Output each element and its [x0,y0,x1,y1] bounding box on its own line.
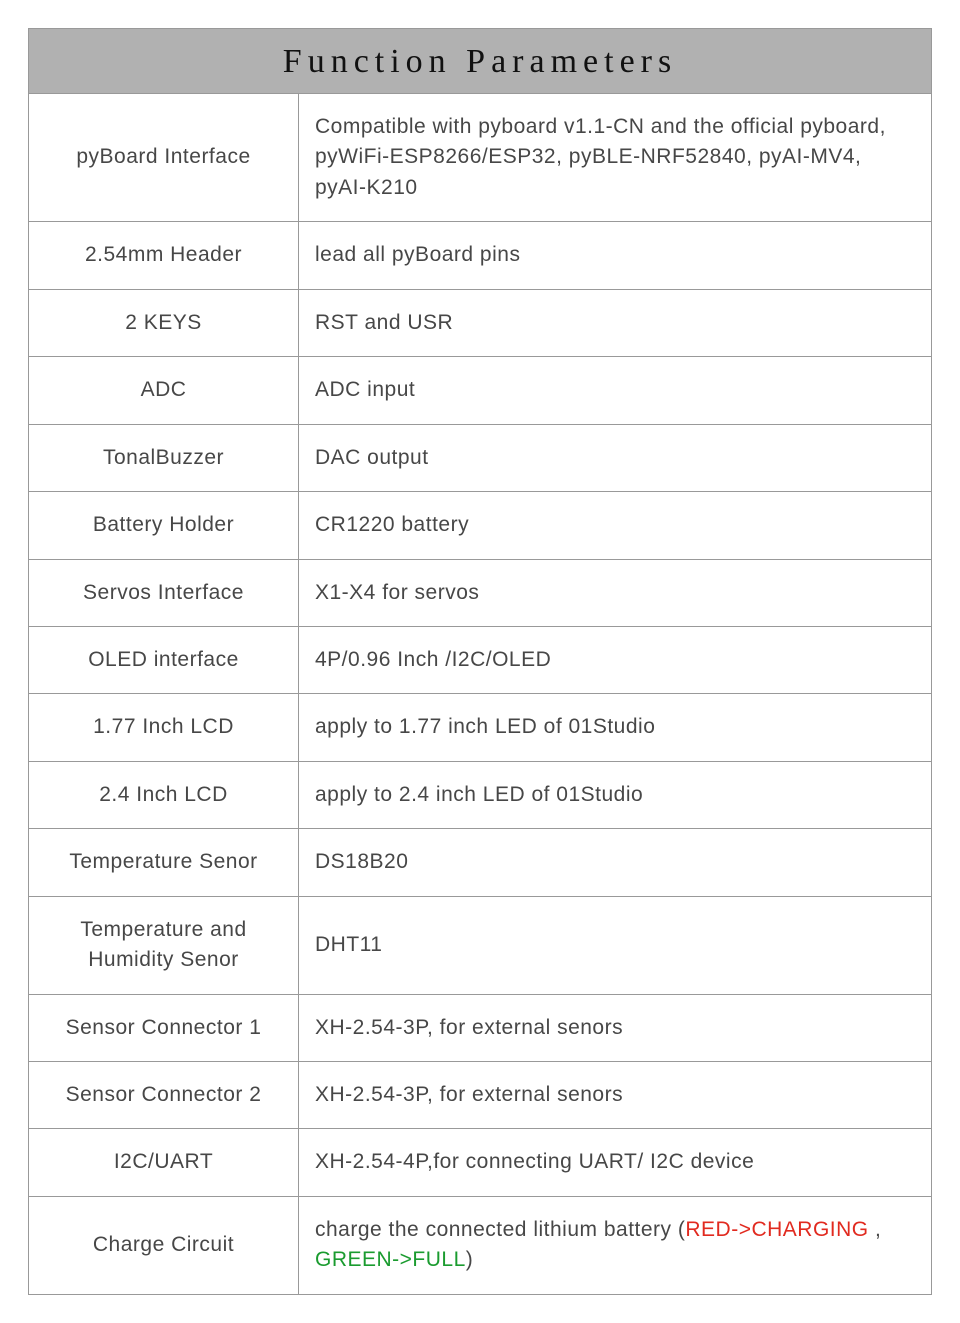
param-value: XH-2.54-3P, for external senors [299,1062,932,1129]
param-label: Battery Holder [29,492,299,559]
table-row: TonalBuzzer DAC output [29,424,932,491]
param-value: XH-2.54-4P,for connecting UART/ I2C devi… [299,1129,932,1196]
table-title: Function Parameters [29,29,932,94]
param-label: Sensor Connector 1 [29,994,299,1061]
table-row: Servos Interface X1-X4 for servos [29,559,932,626]
param-value: ADC input [299,357,932,424]
param-value: DS18B20 [299,829,932,896]
param-label: 1.77 Inch LCD [29,694,299,761]
table-row: 2.4 Inch LCD apply to 2.4 inch LED of 01… [29,761,932,828]
param-label: I2C/UART [29,1129,299,1196]
param-label: Charge Circuit [29,1196,299,1294]
param-value: X1-X4 for servos [299,559,932,626]
table-row: Battery Holder CR1220 battery [29,492,932,559]
param-label: 2.54mm Header [29,222,299,289]
table-row: 2 KEYS RST and USR [29,289,932,356]
function-parameters-table: Function Parameters pyBoard Interface Co… [28,28,932,1295]
param-label: Servos Interface [29,559,299,626]
param-value: Compatible with pyboard v1.1-CN and the … [299,94,932,222]
param-value: lead all pyBoard pins [299,222,932,289]
param-value: DHT11 [299,896,932,994]
param-value: CR1220 battery [299,492,932,559]
charge-text-mid: , [869,1218,882,1241]
param-value: charge the connected lithium battery (RE… [299,1196,932,1294]
param-label: Sensor Connector 2 [29,1062,299,1129]
param-value: apply to 2.4 inch LED of 01Studio [299,761,932,828]
charge-text-prefix: charge the connected lithium battery ( [315,1218,685,1241]
table-row: pyBoard Interface Compatible with pyboar… [29,94,932,222]
table-row: Temperature and Humidity Senor DHT11 [29,896,932,994]
table-row: Sensor Connector 2 XH-2.54-3P, for exter… [29,1062,932,1129]
table-row: Sensor Connector 1 XH-2.54-3P, for exter… [29,994,932,1061]
param-label: 2 KEYS [29,289,299,356]
table-row: ADC ADC input [29,357,932,424]
param-label: 2.4 Inch LCD [29,761,299,828]
table-row: I2C/UART XH-2.54-4P,for connecting UART/… [29,1129,932,1196]
table-row: Temperature Senor DS18B20 [29,829,932,896]
charge-status-green: GREEN->FULL [315,1248,466,1271]
param-label: pyBoard Interface [29,94,299,222]
table-row: 1.77 Inch LCD apply to 1.77 inch LED of … [29,694,932,761]
param-value: apply to 1.77 inch LED of 01Studio [299,694,932,761]
param-label: Temperature and Humidity Senor [29,896,299,994]
charge-status-red: RED->CHARGING [685,1218,868,1241]
table-row: OLED interface 4P/0.96 Inch /I2C/OLED [29,626,932,693]
table-row: 2.54mm Header lead all pyBoard pins [29,222,932,289]
param-value: 4P/0.96 Inch /I2C/OLED [299,626,932,693]
page: Function Parameters pyBoard Interface Co… [0,0,960,1323]
charge-text-suffix: ) [466,1248,474,1271]
param-label: TonalBuzzer [29,424,299,491]
param-value: XH-2.54-3P, for external senors [299,994,932,1061]
param-label: ADC [29,357,299,424]
table-row: Charge Circuit charge the connected lith… [29,1196,932,1294]
param-label: OLED interface [29,626,299,693]
param-value: DAC output [299,424,932,491]
param-value: RST and USR [299,289,932,356]
param-label: Temperature Senor [29,829,299,896]
table-header-row: Function Parameters [29,29,932,94]
